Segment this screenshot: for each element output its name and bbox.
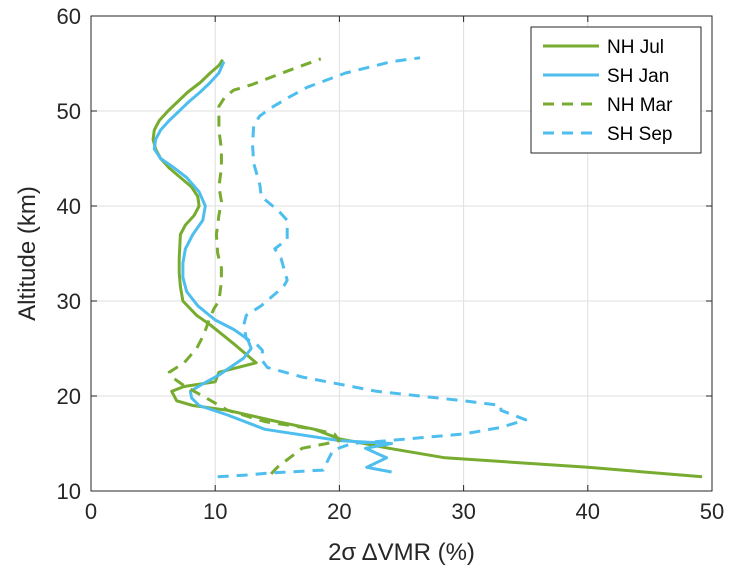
series-line-sh-sep [217,56,528,479]
x-tick-label: 20 [327,499,351,524]
plot-frame [90,15,713,492]
legend-box [530,26,702,154]
series-line-sh-jan [152,60,394,474]
series-line-nh-jul [151,58,703,479]
legend: NH Jul SH Jan NH Mar SH Sep [530,26,702,154]
y-tick-label: 40 [57,194,81,219]
legend-label: SH Jan [607,66,669,87]
y-tick-label: 60 [57,4,81,29]
x-tick-label: 50 [700,499,724,524]
x-tick-label: 30 [451,499,475,524]
y-tick-label: 10 [57,479,81,504]
y-tick-label: 20 [57,384,81,409]
x-axis-ticks: 0 10 20 30 40 50 [85,16,724,524]
x-tick-label: 0 [85,499,97,524]
x-axis-label: 2σ ΔVMR (%) [328,539,475,566]
legend-label: SH Sep [607,124,672,145]
legend-label: NH Jul [607,37,664,58]
y-tick-label: 50 [57,99,81,124]
y-tick-label: 30 [57,289,81,314]
x-tick-label: 40 [576,499,600,524]
data-lines [151,56,703,479]
series-line-nh-mar [167,57,341,475]
x-tick-label: 10 [203,499,227,524]
y-axis-label: Altitude (km) [14,186,41,321]
legend-label: NH Mar [607,95,673,116]
y-axis-ticks: 10 20 30 40 50 60 [57,4,712,504]
